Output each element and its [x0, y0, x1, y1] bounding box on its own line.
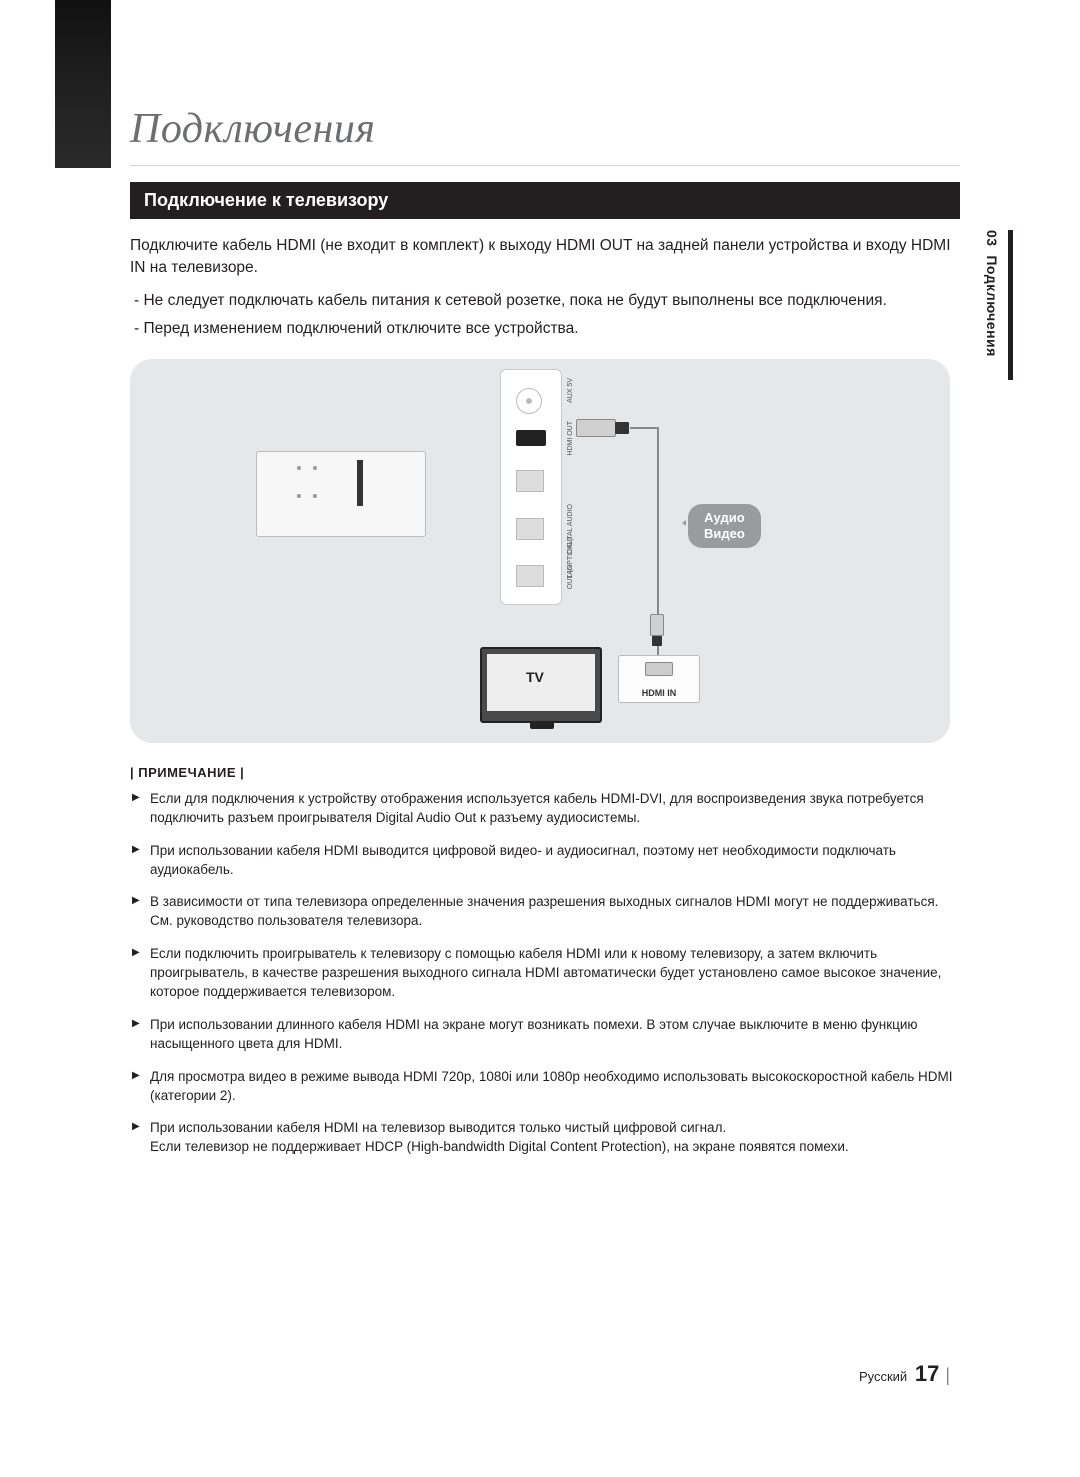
lan-port-icon [516, 565, 544, 587]
note-item: Если подключить проигрыватель к телевизо… [130, 945, 960, 1002]
port-label-digital-audio-2: OUT (OPTICAL) [567, 538, 574, 589]
hdmi-in-label: HDMI IN [619, 688, 699, 698]
intro-paragraph: Подключите кабель HDMI (не входит в комп… [130, 235, 960, 280]
side-tab-bar [1008, 230, 1013, 380]
note-item: При использовании длинного кабеля HDMI н… [130, 1016, 960, 1054]
section-header: Подключение к телевизору [130, 182, 960, 219]
connection-diagram: AUX 5V HDMI OUT DIGITAL AUDIO OUT (OPTIC… [130, 359, 950, 743]
dc-port-icon [516, 388, 542, 414]
note-item: Для просмотра видео в режиме вывода HDMI… [130, 1068, 960, 1106]
footer-language: Русский [859, 1369, 907, 1384]
reference-device [256, 451, 426, 537]
hdmi-in-port-icon [645, 662, 673, 676]
note-item: При использовании кабеля HDMI выводится … [130, 842, 960, 880]
port-label-lan: LAN [567, 565, 574, 579]
page-content: Подключения Подключение к телевизору Под… [130, 105, 960, 1171]
hdmi-out-port-icon [516, 430, 546, 446]
av-callout-line1: Аудио [704, 510, 744, 525]
av-callout: Аудио Видео [688, 504, 761, 549]
side-tab-label: Подключения [984, 255, 1000, 356]
intro-bullet-2: Перед изменением подключений отключите в… [130, 318, 960, 340]
intro-bullet-1: Не следует подключать кабель питания к с… [130, 290, 960, 312]
side-chapter-tab: 03 Подключения [984, 230, 1013, 380]
footer-page-number: 17 [915, 1361, 939, 1386]
player-rear-panel [500, 369, 562, 605]
note-item: При использовании кабеля HDMI на телевиз… [130, 1119, 960, 1157]
av-callout-line2: Видео [704, 526, 745, 541]
footer-pipe: | [945, 1365, 950, 1385]
optical-port-icon [516, 518, 544, 540]
hdmi-out-plug-icon [576, 419, 616, 437]
notes-list: Если для подключения к устройству отобра… [130, 790, 960, 1157]
hdmi-in-plug-icon [643, 614, 671, 648]
tv-label: TV [526, 669, 544, 685]
port-label-hdmi-out: HDMI OUT [567, 421, 574, 456]
side-tab-number: 03 [984, 230, 1000, 247]
rear-slot-1 [516, 470, 544, 492]
note-item: Если для подключения к устройству отобра… [130, 790, 960, 828]
hdmi-in-port-box: HDMI IN [618, 655, 700, 703]
title-rule [130, 165, 960, 166]
hdmi-cable-segment-1 [630, 427, 658, 429]
notes-heading: | ПРИМЕЧАНИЕ | [130, 765, 960, 780]
chapter-title: Подключения [130, 105, 960, 153]
left-dark-band [55, 0, 111, 168]
page-footer: Русский 17 | [859, 1361, 950, 1387]
note-item: В зависимости от типа телевизора определ… [130, 893, 960, 931]
tv-icon [480, 647, 602, 723]
port-label-dc: AUX 5V [567, 378, 574, 403]
